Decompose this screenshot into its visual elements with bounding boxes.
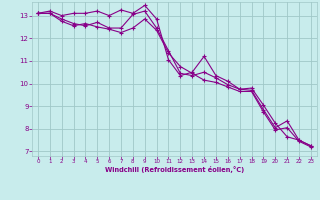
- X-axis label: Windchill (Refroidissement éolien,°C): Windchill (Refroidissement éolien,°C): [105, 166, 244, 173]
